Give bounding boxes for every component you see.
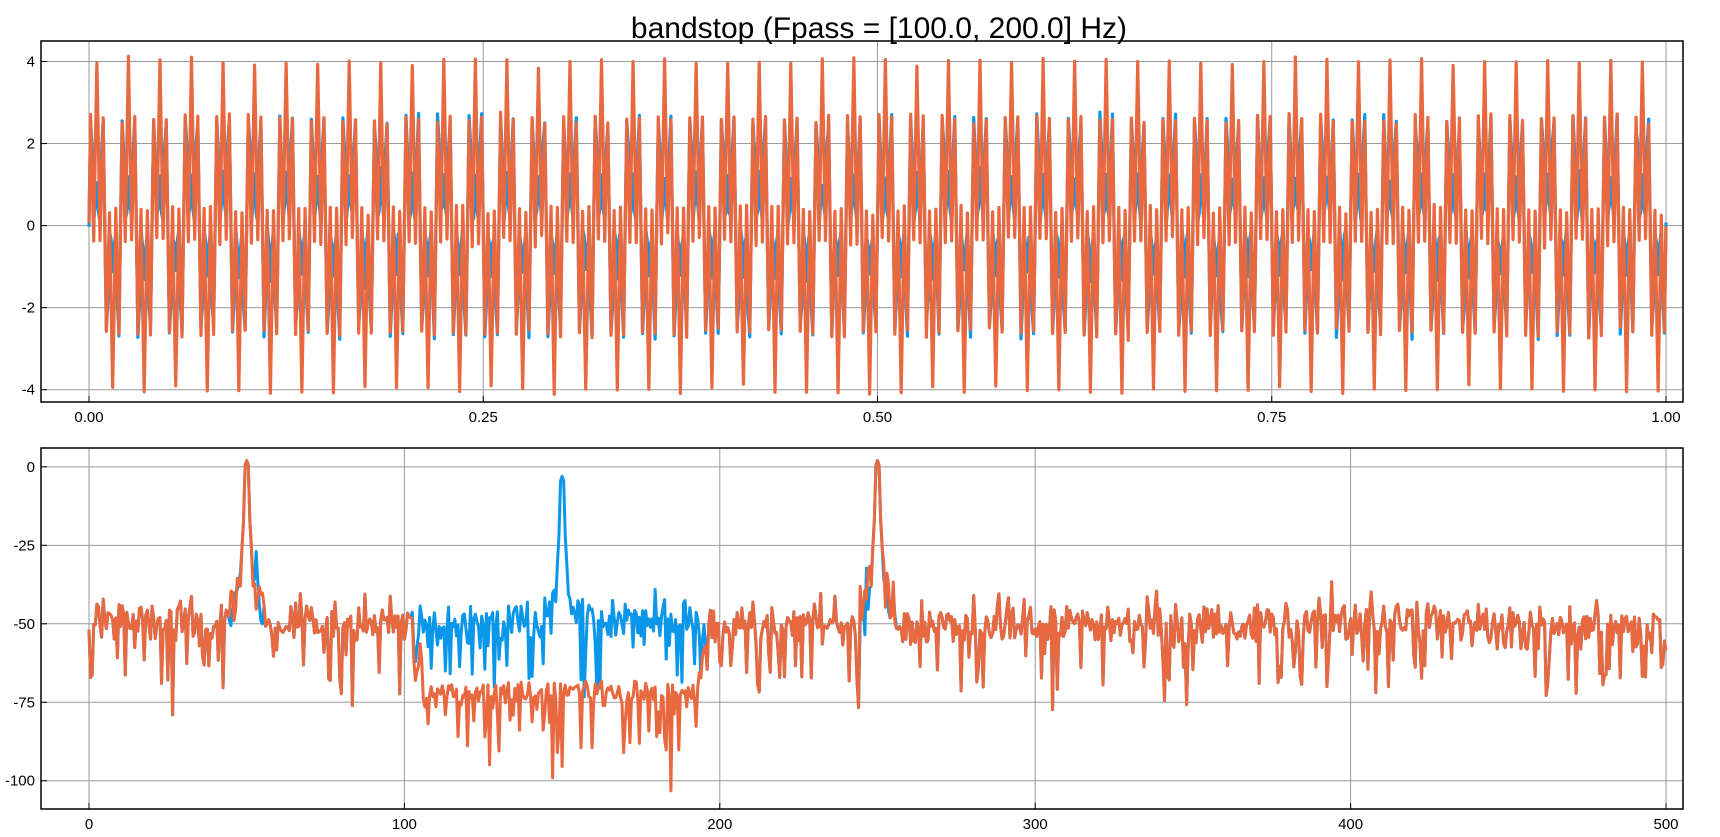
time-ytick-label: -2 xyxy=(22,300,35,317)
time-domain-panel: 0.00 0.25 0.50 0.75 1.00 4 2 0 -2 -4 xyxy=(22,40,1684,426)
time-ytick-label: 0 xyxy=(27,218,35,235)
freq-xtick-label: 200 xyxy=(707,816,732,833)
freq-ytick-label: -100 xyxy=(5,773,35,790)
freq-xtick-label: 500 xyxy=(1653,816,1678,833)
spectrum-panel: 0 100 200 300 400 500 0 -25 -50 -75 -100 xyxy=(5,447,1684,833)
spectrum-grid xyxy=(41,448,1683,809)
time-xtick-label: 1.00 xyxy=(1651,409,1680,426)
time-ytick-label: 2 xyxy=(27,136,35,153)
time-xtick-label: 0.00 xyxy=(74,409,103,426)
spectrum-axis-ticks: 0 100 200 300 400 500 0 -25 -50 -75 -100 xyxy=(5,459,1679,833)
spectrum-axes-frame xyxy=(40,447,1684,810)
spectrum-filtered xyxy=(87,459,1668,793)
freq-xtick-label: 400 xyxy=(1338,816,1363,833)
freq-ytick-label: -50 xyxy=(13,616,35,633)
chart-title: bandstop (Fpass = [100.0, 200.0] Hz) xyxy=(631,12,1127,45)
freq-ytick-label: 0 xyxy=(27,459,35,476)
freq-xtick-label: 100 xyxy=(392,816,417,833)
time-xtick-label: 0.75 xyxy=(1257,409,1286,426)
freq-ytick-label: -25 xyxy=(13,537,35,554)
time-axis-ticks: 0.00 0.25 0.50 0.75 1.00 4 2 0 -2 -4 xyxy=(22,54,1681,426)
freq-xtick-label: 300 xyxy=(1023,816,1048,833)
time-series-filtered xyxy=(87,54,1668,396)
freq-xtick-label: 0 xyxy=(85,816,93,833)
freq-ytick-label: -75 xyxy=(13,694,35,711)
time-ytick-label: 4 xyxy=(27,54,35,71)
time-xtick-label: 0.25 xyxy=(469,409,498,426)
time-ytick-label: -4 xyxy=(22,382,35,399)
time-axes-frame xyxy=(40,40,1684,403)
time-xtick-label: 0.50 xyxy=(863,409,892,426)
spectrum-original xyxy=(87,459,1668,717)
